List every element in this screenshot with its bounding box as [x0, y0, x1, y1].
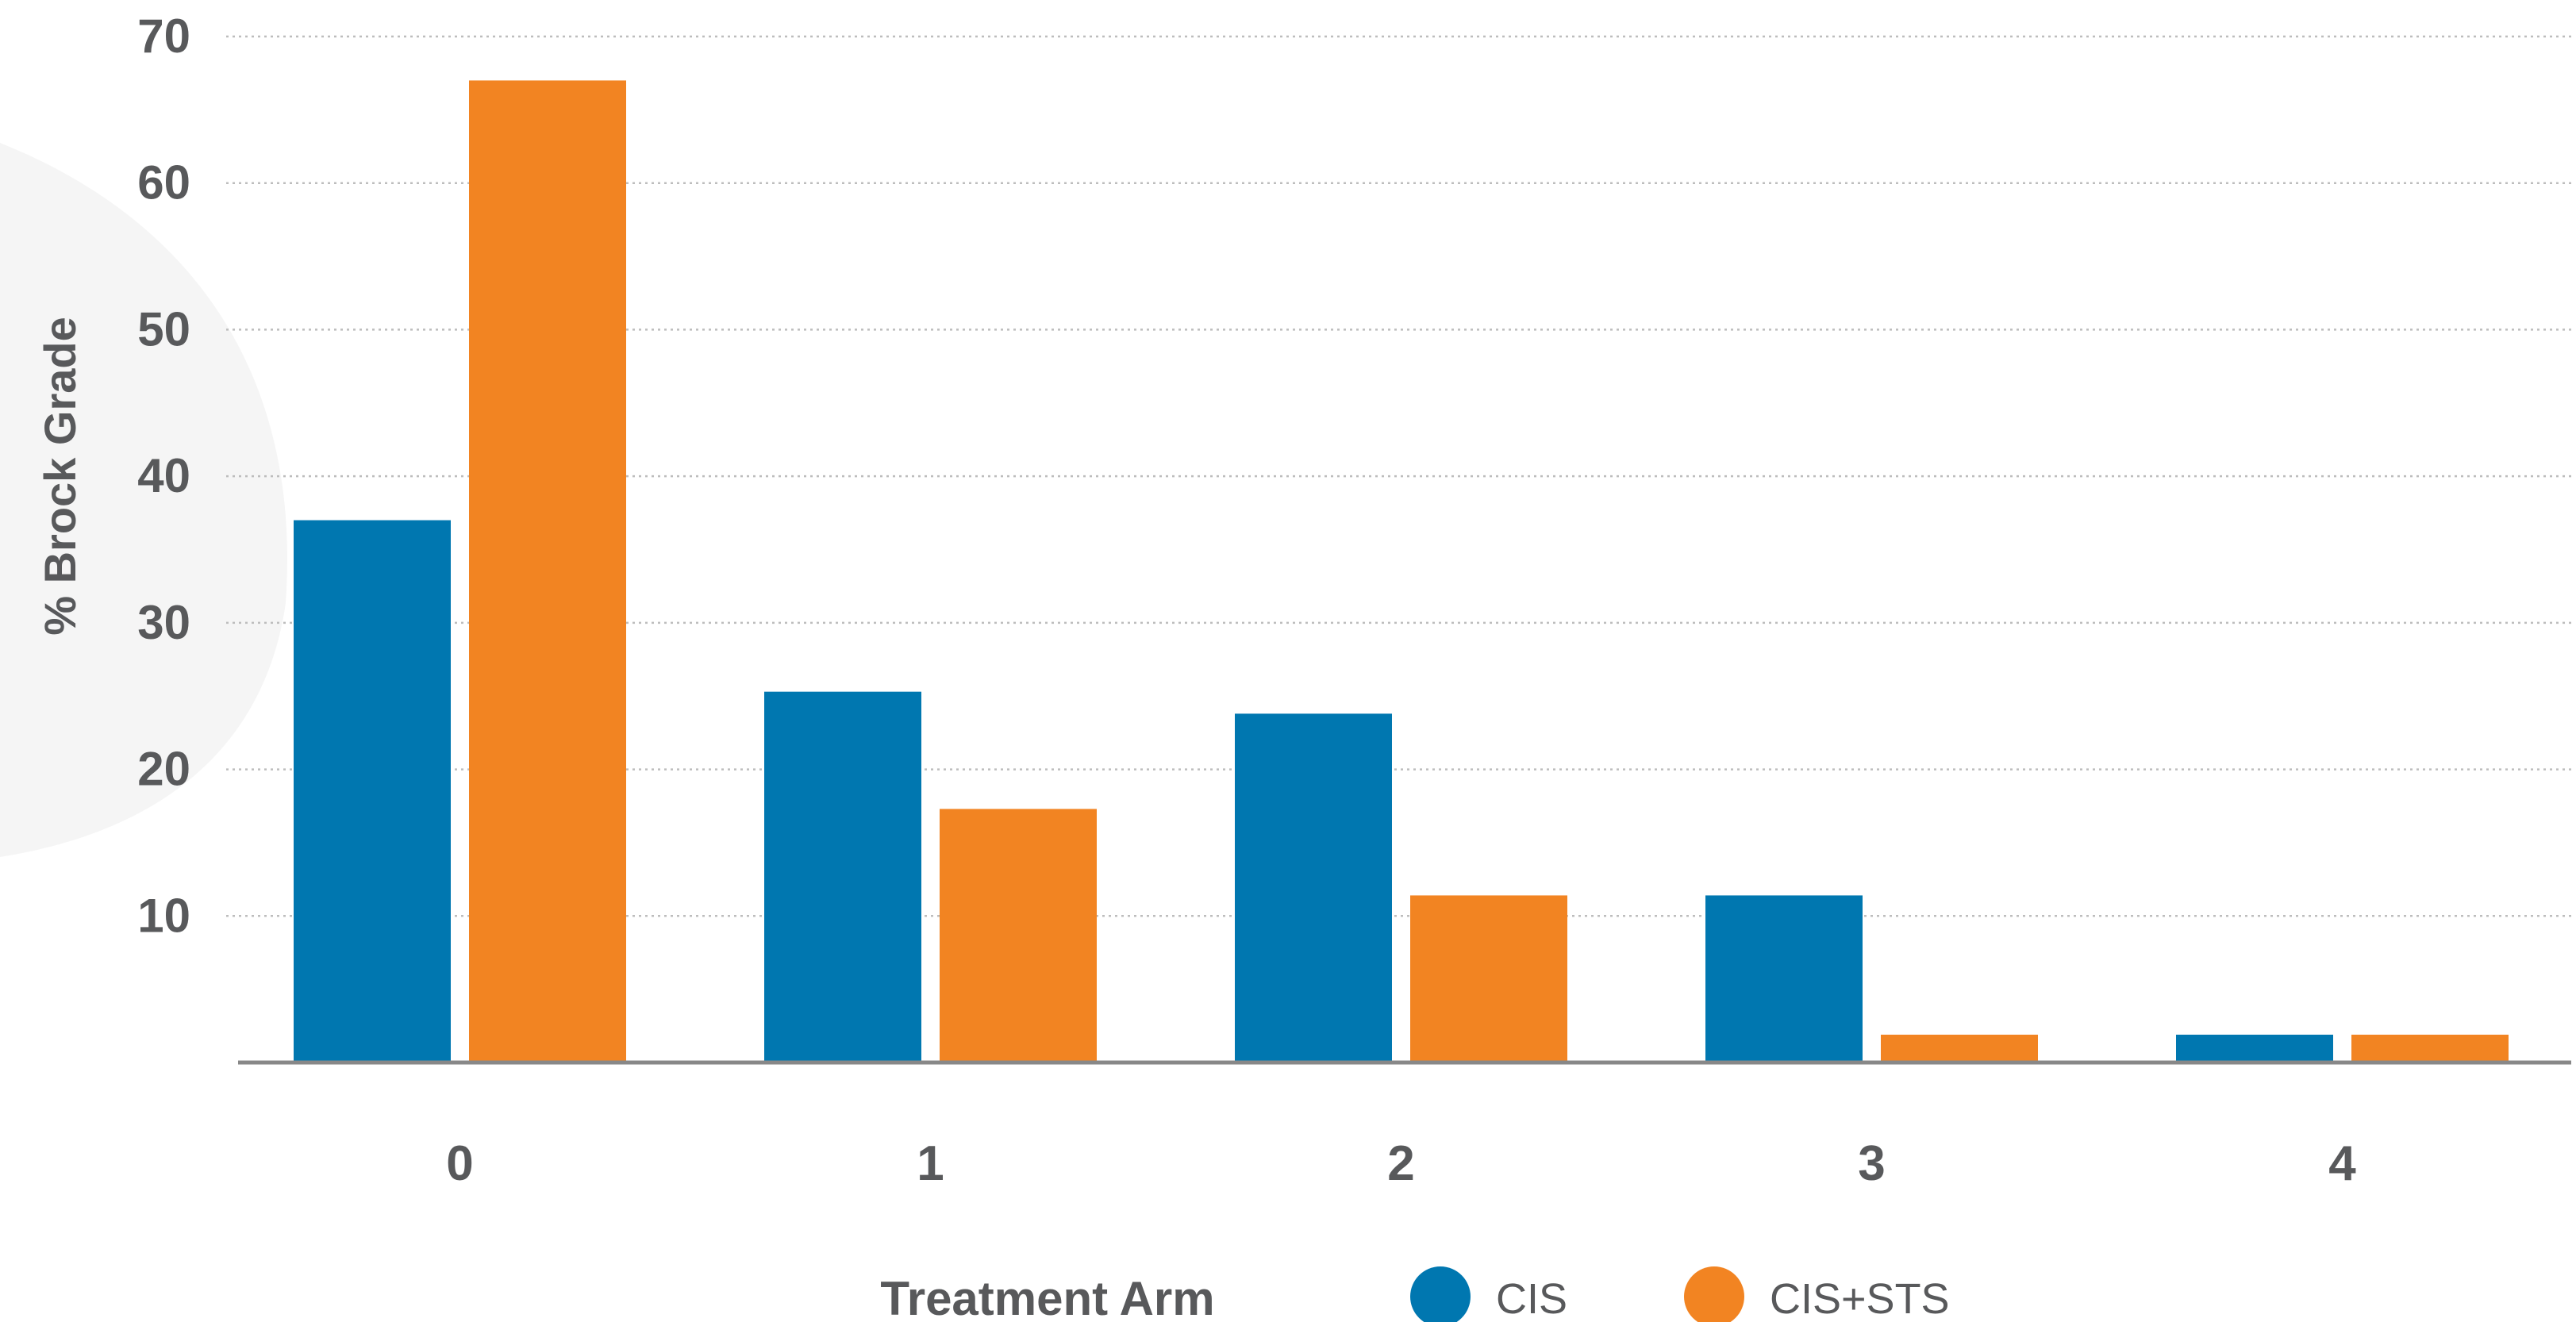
x-tick-label: 0	[446, 1136, 473, 1191]
y-tick-label: 70	[137, 10, 190, 63]
x-tick-label: 2	[1387, 1136, 1414, 1191]
y-tick-label: 50	[137, 302, 190, 355]
bar-cis-sts-0	[469, 80, 626, 1063]
legend-swatch	[1410, 1266, 1471, 1322]
legend: Treatment Arm CIS CIS+STS	[880, 1266, 1950, 1322]
legend-label: CIS	[1496, 1275, 1567, 1322]
y-tick-label: 40	[137, 449, 190, 502]
x-tick-label: 4	[2328, 1136, 2356, 1191]
bar-cis-3	[1705, 895, 1863, 1063]
y-tick-label: 30	[137, 596, 190, 649]
legend-label: CIS+STS	[1770, 1275, 1950, 1322]
y-tick-label: 60	[137, 156, 190, 209]
y-tick-label: 10	[137, 889, 190, 942]
bar-cis-sts-3	[1881, 1034, 2038, 1063]
x-tick-label: 3	[1858, 1136, 1885, 1191]
bar-cis-4	[2176, 1034, 2333, 1063]
x-tick-label: 1	[917, 1136, 944, 1191]
y-tick-label: 20	[137, 743, 190, 796]
y-tick-labels: 10 20 30 40 50 60 70	[137, 10, 190, 942]
x-tick-labels: 0 1 2 3 4	[446, 1136, 2356, 1191]
bars	[294, 80, 2509, 1063]
legend-swatch	[1684, 1266, 1744, 1322]
background-decoration	[0, 143, 288, 857]
bar-cis-sts-4	[2351, 1034, 2509, 1063]
bar-cis-0	[294, 520, 451, 1063]
bar-cis-sts-1	[940, 809, 1097, 1063]
bar-cis-sts-2	[1410, 895, 1567, 1063]
bar-cis-1	[764, 691, 921, 1063]
y-axis-label: % Brock Grade	[35, 317, 85, 636]
legend-title: Treatment Arm	[880, 1272, 1214, 1322]
bar-cis-2	[1235, 713, 1392, 1063]
